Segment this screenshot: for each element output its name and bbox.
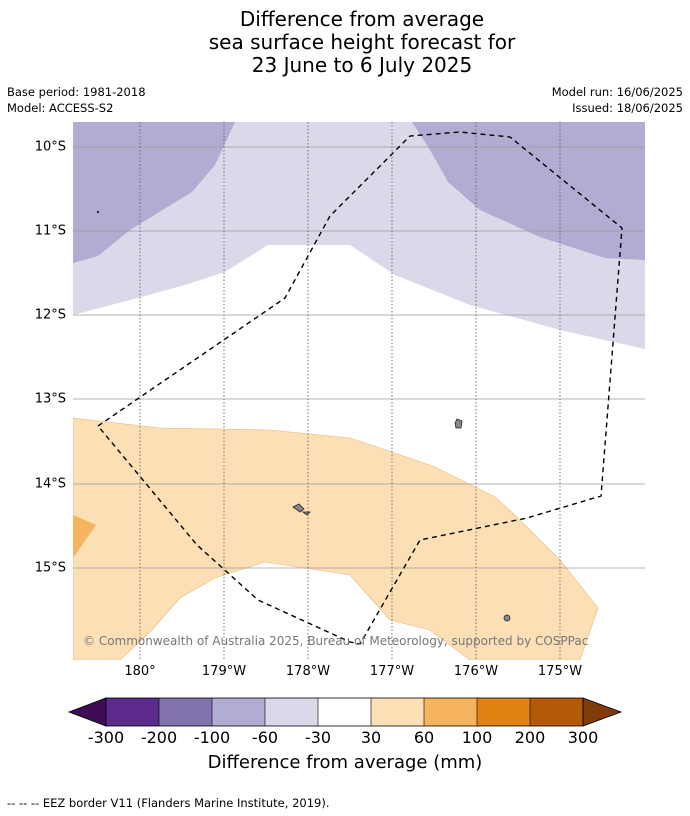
lon-label-180: 180° <box>124 664 156 679</box>
model-run: Model run: 16/06/2025 <box>551 85 683 99</box>
colorbar <box>67 697 623 727</box>
lon-label-178w: 178°W <box>285 664 331 679</box>
lat-gridlines <box>73 146 645 569</box>
colorbar-tick: 30 <box>360 728 382 747</box>
lat-label-10s: 10°S <box>34 139 66 155</box>
island-small-nw <box>96 210 100 214</box>
colorbar-extend-low <box>67 697 107 727</box>
island-small-se <box>503 614 511 622</box>
colorbar-outline <box>105 697 584 727</box>
meta-right: Model run: 16/06/2025 Issued: 18/06/2025 <box>552 84 683 116</box>
island-alofi <box>301 511 311 516</box>
lon-label-177w: 177°W <box>369 664 415 679</box>
lon-label-179w: 179°W <box>201 664 247 679</box>
anomaly-band-minus100-minus60-nw <box>73 122 235 263</box>
colorbar-segment-6 <box>371 698 424 726</box>
lat-label-15s: 15°S <box>34 560 66 576</box>
title-line-2: sea surface height forecast for <box>208 30 516 54</box>
colorbar-tick: -100 <box>193 728 231 747</box>
map-area: © Commonwealth of Australia 2025, Bureau… <box>73 122 645 660</box>
colorbar-tick: 100 <box>461 728 493 747</box>
chart-title: Difference from average sea surface heig… <box>0 8 690 77</box>
lon-gridlines <box>139 122 561 660</box>
colorbar-segment-5 <box>318 698 371 726</box>
meta-left: Base period: 1981-2018 Model: ACCESS-S2 <box>7 84 146 116</box>
colorbar-tick: -30 <box>304 728 332 747</box>
title-line-3: 23 June to 6 July 2025 <box>251 53 473 77</box>
lat-label-12s: 12°S <box>34 307 66 323</box>
colorbar-dividers <box>158 698 531 726</box>
colorbar-tick: 60 <box>413 728 435 747</box>
colorbar-segment-1 <box>106 698 159 726</box>
islands <box>96 210 511 622</box>
anomaly-band-60-100 <box>73 515 96 558</box>
anomaly-band-minus100-minus60-ne <box>412 122 645 260</box>
colorbar-tick: 200 <box>514 728 546 747</box>
lat-label-14s: 14°S <box>34 476 66 492</box>
eez-border <box>96 131 623 645</box>
colorbar-segment-8 <box>477 698 530 726</box>
model-name: Model: ACCESS-S2 <box>7 101 114 115</box>
colorbar-segment-3 <box>212 698 265 726</box>
colorbar-tick: -200 <box>140 728 178 747</box>
title-line-1: Difference from average <box>239 7 485 31</box>
base-period: Base period: 1981-2018 <box>7 85 146 99</box>
colorbar-segment-4 <box>265 698 318 726</box>
eez-footnote: -- -- -- EEZ border V11 (Flanders Marine… <box>7 796 330 810</box>
colorbar-tick: -60 <box>251 728 279 747</box>
copyright-text: © Commonwealth of Australia 2025, Bureau… <box>83 634 588 648</box>
colorbar-tick: 300 <box>567 728 599 747</box>
island-uvea <box>454 418 463 429</box>
colorbar-tick: -300 <box>87 728 125 747</box>
colorbar-label: Difference from average (mm) <box>207 752 483 773</box>
issued-date: Issued: 18/06/2025 <box>572 101 683 115</box>
lat-label-13s: 13°S <box>34 391 66 407</box>
lat-label-11s: 11°S <box>34 223 66 239</box>
lon-label-176w: 176°W <box>453 664 499 679</box>
island-futuna <box>292 503 305 513</box>
colorbar-segment-2 <box>159 698 212 726</box>
lon-label-175w: 175°W <box>537 664 583 679</box>
colorbar-segment-7 <box>424 698 477 726</box>
colorbar-extend-high <box>582 697 623 727</box>
anomaly-band-30-60 <box>73 417 599 660</box>
colorbar-segment-9 <box>530 698 583 726</box>
